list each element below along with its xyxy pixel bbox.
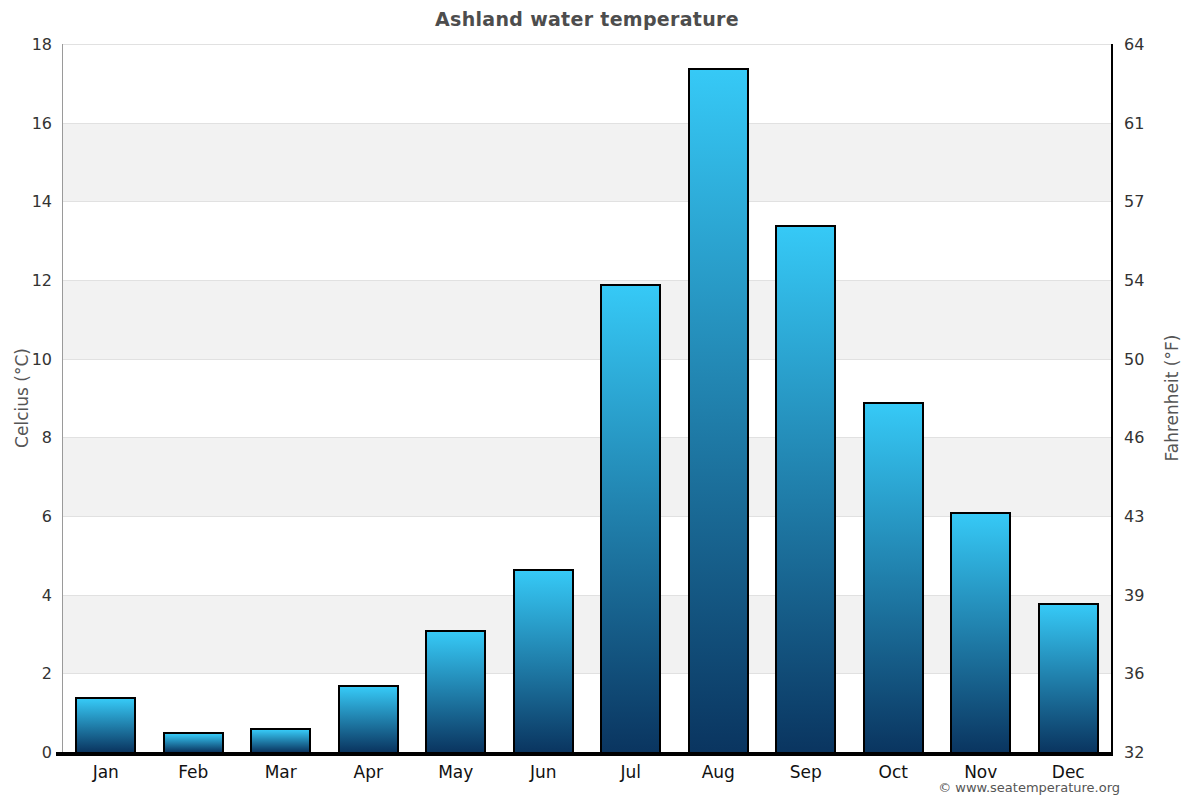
bar-feb[interactable]: [163, 732, 224, 752]
month-label-feb: Feb: [149, 762, 237, 782]
month-label-mar: Mar: [237, 762, 325, 782]
month-label-jun: Jun: [499, 762, 587, 782]
bar-apr[interactable]: [338, 685, 399, 752]
bar-sep[interactable]: [775, 225, 836, 752]
month-label-dec: Dec: [1024, 762, 1112, 782]
month-label-sep: Sep: [762, 762, 850, 782]
x-axis-line: [56, 752, 1113, 756]
celsius-tick-6: 6: [0, 507, 52, 526]
month-label-apr: Apr: [324, 762, 412, 782]
celsius-axis-title: Celcius (°C): [12, 348, 32, 448]
celsius-tick-16: 16: [0, 113, 52, 132]
right-y-axis-line: [1111, 44, 1113, 752]
bar-jun[interactable]: [513, 569, 574, 752]
month-label-jul: Jul: [587, 762, 675, 782]
fahrenheit-tick-64: 64: [1124, 35, 1184, 54]
fahrenheit-tick-57: 57: [1124, 192, 1184, 211]
celsius-tick-0: 0: [0, 743, 52, 762]
gridline: [62, 359, 1112, 360]
celsius-tick-4: 4: [0, 585, 52, 604]
plot-area: [62, 44, 1112, 752]
month-label-aug: Aug: [674, 762, 762, 782]
gridline: [62, 280, 1112, 281]
fahrenheit-tick-39: 39: [1124, 585, 1184, 604]
fahrenheit-tick-43: 43: [1124, 507, 1184, 526]
month-label-may: May: [412, 762, 500, 782]
gridline: [62, 437, 1112, 438]
plot-band: [62, 44, 1112, 123]
bar-oct[interactable]: [863, 402, 924, 752]
left-y-axis-line: [62, 44, 63, 752]
copyright-text: © www.seatemperature.org: [938, 780, 1120, 795]
bar-dec[interactable]: [1038, 603, 1099, 752]
plot-band: [62, 359, 1112, 438]
fahrenheit-tick-61: 61: [1124, 113, 1184, 132]
fahrenheit-tick-54: 54: [1124, 271, 1184, 290]
celsius-tick-12: 12: [0, 271, 52, 290]
gridline: [62, 123, 1112, 124]
fahrenheit-tick-36: 36: [1124, 664, 1184, 683]
bar-jul[interactable]: [600, 284, 661, 752]
gridline: [62, 201, 1112, 202]
celsius-tick-18: 18: [0, 35, 52, 54]
chart-title: Ashland water temperature: [0, 8, 1174, 30]
water-temperature-chart: Ashland water temperature 02468101214161…: [0, 0, 1200, 800]
fahrenheit-tick-32: 32: [1124, 743, 1184, 762]
plot-band: [62, 123, 1112, 202]
month-label-jan: Jan: [62, 762, 150, 782]
gridline: [62, 44, 1112, 45]
celsius-tick-2: 2: [0, 664, 52, 683]
plot-band: [62, 280, 1112, 359]
bar-aug[interactable]: [688, 68, 749, 752]
bar-nov[interactable]: [950, 512, 1011, 752]
month-label-nov: Nov: [937, 762, 1025, 782]
fahrenheit-axis-title: Fahrenheit (°F): [1162, 335, 1182, 462]
plot-band: [62, 201, 1112, 280]
bar-may[interactable]: [425, 630, 486, 752]
bar-mar[interactable]: [250, 728, 311, 752]
plot-band: [62, 437, 1112, 516]
month-label-oct: Oct: [849, 762, 937, 782]
bar-jan[interactable]: [75, 697, 136, 752]
celsius-tick-14: 14: [0, 192, 52, 211]
